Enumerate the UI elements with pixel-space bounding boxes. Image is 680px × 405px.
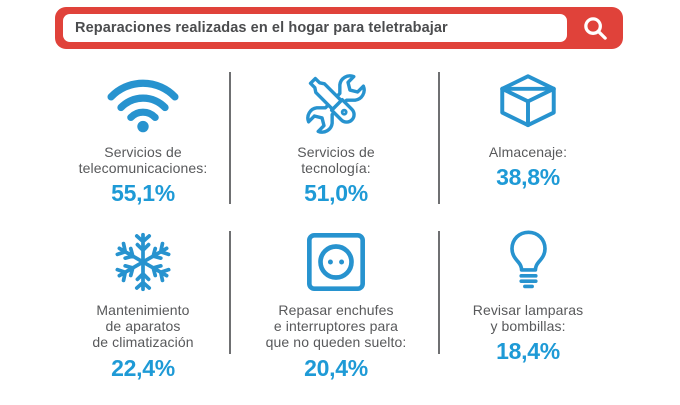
- search-bar: Reparaciones realizadas en el hogar para…: [55, 7, 623, 49]
- search-icon: [582, 15, 609, 42]
- grid-item-telecomunicaciones: Servicios de telecomunicaciones: 55,1%: [43, 70, 243, 207]
- tools-icon: [302, 70, 370, 138]
- lightbulb-icon: [505, 228, 552, 296]
- search-input[interactable]: Reparaciones realizadas en el hogar para…: [63, 14, 567, 42]
- item-value: 51,0%: [304, 180, 368, 207]
- item-label: Revisar lamparas y bombillas:: [472, 302, 584, 335]
- grid-item-enchufes: Repasar enchufes e interruptores para qu…: [236, 228, 436, 382]
- divider-row1-left: [229, 72, 231, 204]
- grid-item-bombillas: Revisar lamparas y bombillas: 18,4%: [428, 228, 628, 365]
- box-icon: [495, 70, 561, 138]
- grid-item-almacenaje: Almacenaje: 38,8%: [428, 70, 628, 191]
- item-label: Almacenaje:: [488, 144, 568, 160]
- grid-item-tecnologia: Servicios de tecnología: 51,0%: [236, 70, 436, 207]
- search-query-text: Reparaciones realizadas en el hogar para…: [75, 20, 448, 36]
- item-label: Servicios de telecomunicaciones:: [78, 144, 208, 177]
- item-label: Repasar enchufes e interruptores para qu…: [265, 302, 407, 351]
- outlet-icon: [305, 228, 367, 296]
- search-button[interactable]: [567, 14, 623, 42]
- wifi-icon: [105, 70, 181, 138]
- divider-row2-left: [229, 231, 231, 354]
- item-value: 18,4%: [496, 338, 560, 365]
- snowflake-icon: [112, 228, 174, 296]
- item-value: 55,1%: [111, 180, 175, 207]
- grid-item-climatizacion: Mantenimiento de aparatos de climatizaci…: [43, 228, 243, 382]
- divider-row1-right: [438, 72, 440, 204]
- item-value: 20,4%: [304, 354, 368, 381]
- item-label: Mantenimiento de aparatos de climatizaci…: [92, 302, 194, 351]
- item-value: 22,4%: [111, 354, 175, 381]
- item-value: 38,8%: [496, 164, 560, 191]
- divider-row2-right: [438, 231, 440, 354]
- item-label: Servicios de tecnología:: [297, 144, 375, 177]
